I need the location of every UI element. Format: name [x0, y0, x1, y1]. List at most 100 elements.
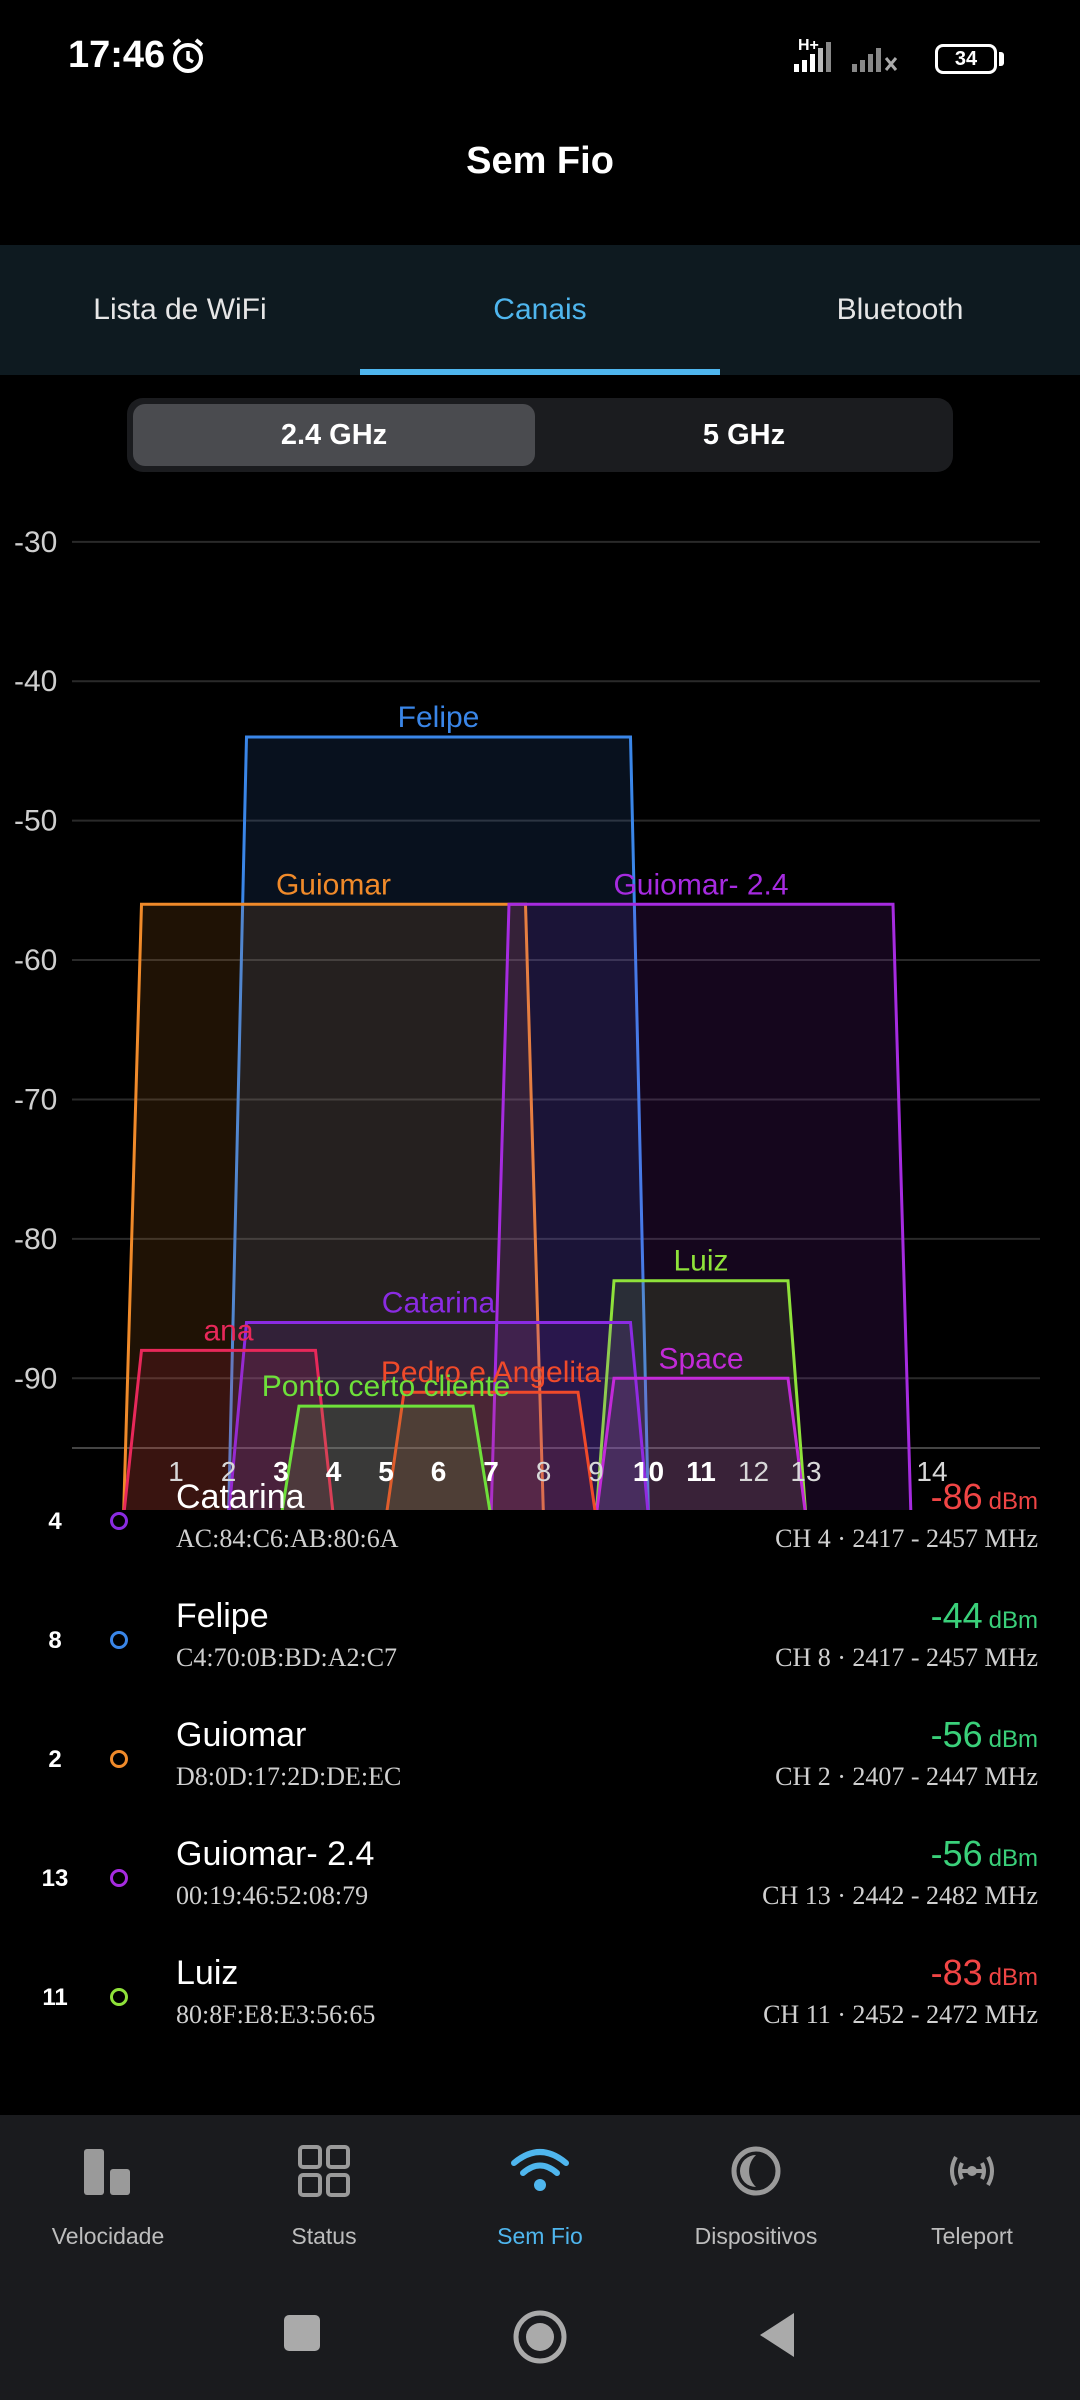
network-mac: C4:70:0B:BD:A2:C7 — [176, 1643, 398, 1672]
recents-button[interactable] — [282, 2313, 322, 2353]
channel-info: CH 11 · 2452 - 2472 MHz — [763, 2000, 1038, 2029]
chart-grid: -30 -40 -50 -60 -70 -80 -90 — [14, 526, 1040, 1449]
x-tick-label: 13 — [790, 1456, 821, 1487]
network-label: ana — [203, 1314, 253, 1347]
x-tick-label: 4 — [326, 1456, 342, 1487]
chart-network-labels: Felipe Guiomar Guiomar- 2.4 Luiz Catarina ana… — [203, 701, 788, 1403]
channel-number: 4 — [48, 1508, 62, 1535]
network-curve — [122, 1348, 335, 1510]
list-item[interactable]: 11 Luiz 80:8F:E8:E3:56:65 -83 dBm CH 11 ·… — [0, 1948, 1080, 2067]
speed-icon — [84, 2149, 130, 2195]
status-time: 17:46 — [68, 34, 166, 76]
nav-devices[interactable]: Dispositivos — [648, 2115, 864, 2285]
back-button[interactable] — [754, 2309, 802, 2361]
page-title: Sem Fio — [466, 140, 614, 182]
nav-status[interactable]: Status — [216, 2115, 432, 2285]
network-name: Felipe — [176, 1597, 269, 1635]
signal-value: -44 — [930, 1595, 983, 1636]
tab-active-indicator — [360, 369, 720, 375]
chart-networks — [122, 735, 913, 1510]
channel-info: CH 8 · 2417 - 2457 MHz — [775, 1643, 1038, 1672]
x-tick-label: 5 — [378, 1456, 394, 1487]
list-item[interactable]: 13 Guiomar- 2.4 00:19:46:52:08:79 -56 dBm… — [0, 1829, 1080, 1948]
network-type-label: H+ — [798, 37, 819, 54]
network-color-dot — [110, 1988, 128, 2006]
home-button[interactable] — [510, 2307, 570, 2367]
y-tick-label: -50 — [14, 805, 57, 838]
x-tick-label: 14 — [916, 1456, 947, 1487]
network-label: Ponto certo cliente — [262, 1370, 510, 1403]
signal-unit: dBm — [988, 1964, 1038, 1991]
status-grid-icon — [298, 2145, 350, 2197]
signal-unit: dBm — [988, 1488, 1038, 1515]
system-navigation-bar — [0, 2285, 1080, 2400]
x-tick-label: 7 — [483, 1456, 499, 1487]
nav-speed[interactable]: Velocidade — [0, 2115, 216, 2285]
tab-channels[interactable]: Canais — [493, 293, 587, 326]
network-name: Catarina — [176, 1478, 305, 1516]
list-item[interactable]: 2 Guiomar D8:0D:17:2D:DE:EC -56 dBm CH 2 … — [0, 1710, 1080, 1829]
teleport-icon — [950, 2156, 994, 2186]
network-curve — [595, 1279, 807, 1510]
nav-label: Teleport — [931, 2223, 1013, 2249]
signal-value: -83 — [930, 1952, 983, 1993]
signal-strength: -86 dBm — [931, 1476, 1038, 1518]
signal-icons: H+ — [790, 36, 920, 81]
network-mac: AC:84:C6:AB:80:6A — [176, 1524, 399, 1553]
network-curve — [489, 902, 913, 1510]
nav-wireless[interactable]: Sem Fio — [432, 2115, 648, 2285]
signal-strength: -56 dBm — [931, 1714, 1038, 1756]
network-color-dot — [110, 1631, 128, 1649]
nav-label: Velocidade — [51, 2223, 165, 2249]
signal-value: -86 — [930, 1476, 983, 1517]
channel-number: 8 — [48, 1627, 62, 1654]
network-label: Pedro e Angelita — [381, 1356, 601, 1389]
signal-unit: dBm — [988, 1607, 1038, 1634]
network-curve — [385, 1390, 597, 1510]
y-tick-label: -90 — [14, 1362, 57, 1395]
network-label: Felipe — [398, 701, 480, 734]
bottom-navigation: Velocidade Status Sem Fio Dispositivos T… — [0, 2115, 1080, 2285]
network-label: Space — [658, 1342, 743, 1375]
list-item[interactable]: 4 Catarina AC:84:C6:AB:80:6A -86 dBm CH 4… — [0, 1472, 1080, 1591]
network-curve — [280, 1404, 492, 1510]
network-curve — [227, 1321, 650, 1510]
signal-value: -56 — [930, 1833, 983, 1874]
band-5ghz-button[interactable]: 5 GHz — [702, 419, 786, 451]
x-tick-label: 10 — [633, 1456, 664, 1487]
channel-number: 13 — [41, 1865, 69, 1892]
network-color-dot — [110, 1869, 128, 1887]
signal-strength: -44 dBm — [931, 1595, 1038, 1637]
network-curve — [595, 1376, 807, 1510]
network-label: Catarina — [382, 1287, 496, 1320]
nav-label: Status — [291, 2223, 357, 2249]
alarm-icon — [168, 36, 208, 81]
network-curve — [227, 735, 650, 1510]
band-2-4ghz-button[interactable]: 2.4 GHz — [133, 404, 535, 466]
nav-teleport[interactable]: Teleport — [864, 2115, 1080, 2285]
signal-unit: dBm — [988, 1845, 1038, 1872]
battery-indicator: 34 — [935, 44, 997, 74]
network-label: Guiomar- 2.4 — [613, 868, 788, 901]
wifi-icon — [511, 2149, 569, 2191]
network-label: Guiomar — [276, 868, 391, 901]
x-tick-label: 3 — [273, 1456, 289, 1487]
channel-number: 2 — [48, 1746, 62, 1773]
devices-icon — [731, 2146, 781, 2196]
signal-strength: -56 dBm — [931, 1833, 1038, 1875]
y-tick-label: -30 — [14, 526, 57, 559]
tab-bluetooth[interactable]: Bluetooth — [836, 293, 964, 326]
x-tick-label: 1 — [168, 1456, 184, 1487]
signal-unit: dBm — [988, 1726, 1038, 1753]
x-tick-label: 9 — [588, 1456, 604, 1487]
network-mac: D8:0D:17:2D:DE:EC — [176, 1762, 402, 1791]
x-tick-label: 6 — [431, 1456, 447, 1487]
tab-wifi-list[interactable]: Lista de WiFi — [93, 293, 267, 326]
network-color-dot — [110, 1750, 128, 1768]
x-tick-label: 2 — [221, 1456, 237, 1487]
channel-number: 11 — [42, 1984, 68, 2011]
signal-value: -56 — [930, 1714, 983, 1755]
network-name: Guiomar- 2.4 — [176, 1835, 375, 1873]
list-item[interactable]: 8 Felipe C4:70:0B:BD:A2:C7 -44 dBm CH 8 ·… — [0, 1591, 1080, 1710]
x-tick-label: 8 — [536, 1456, 552, 1487]
